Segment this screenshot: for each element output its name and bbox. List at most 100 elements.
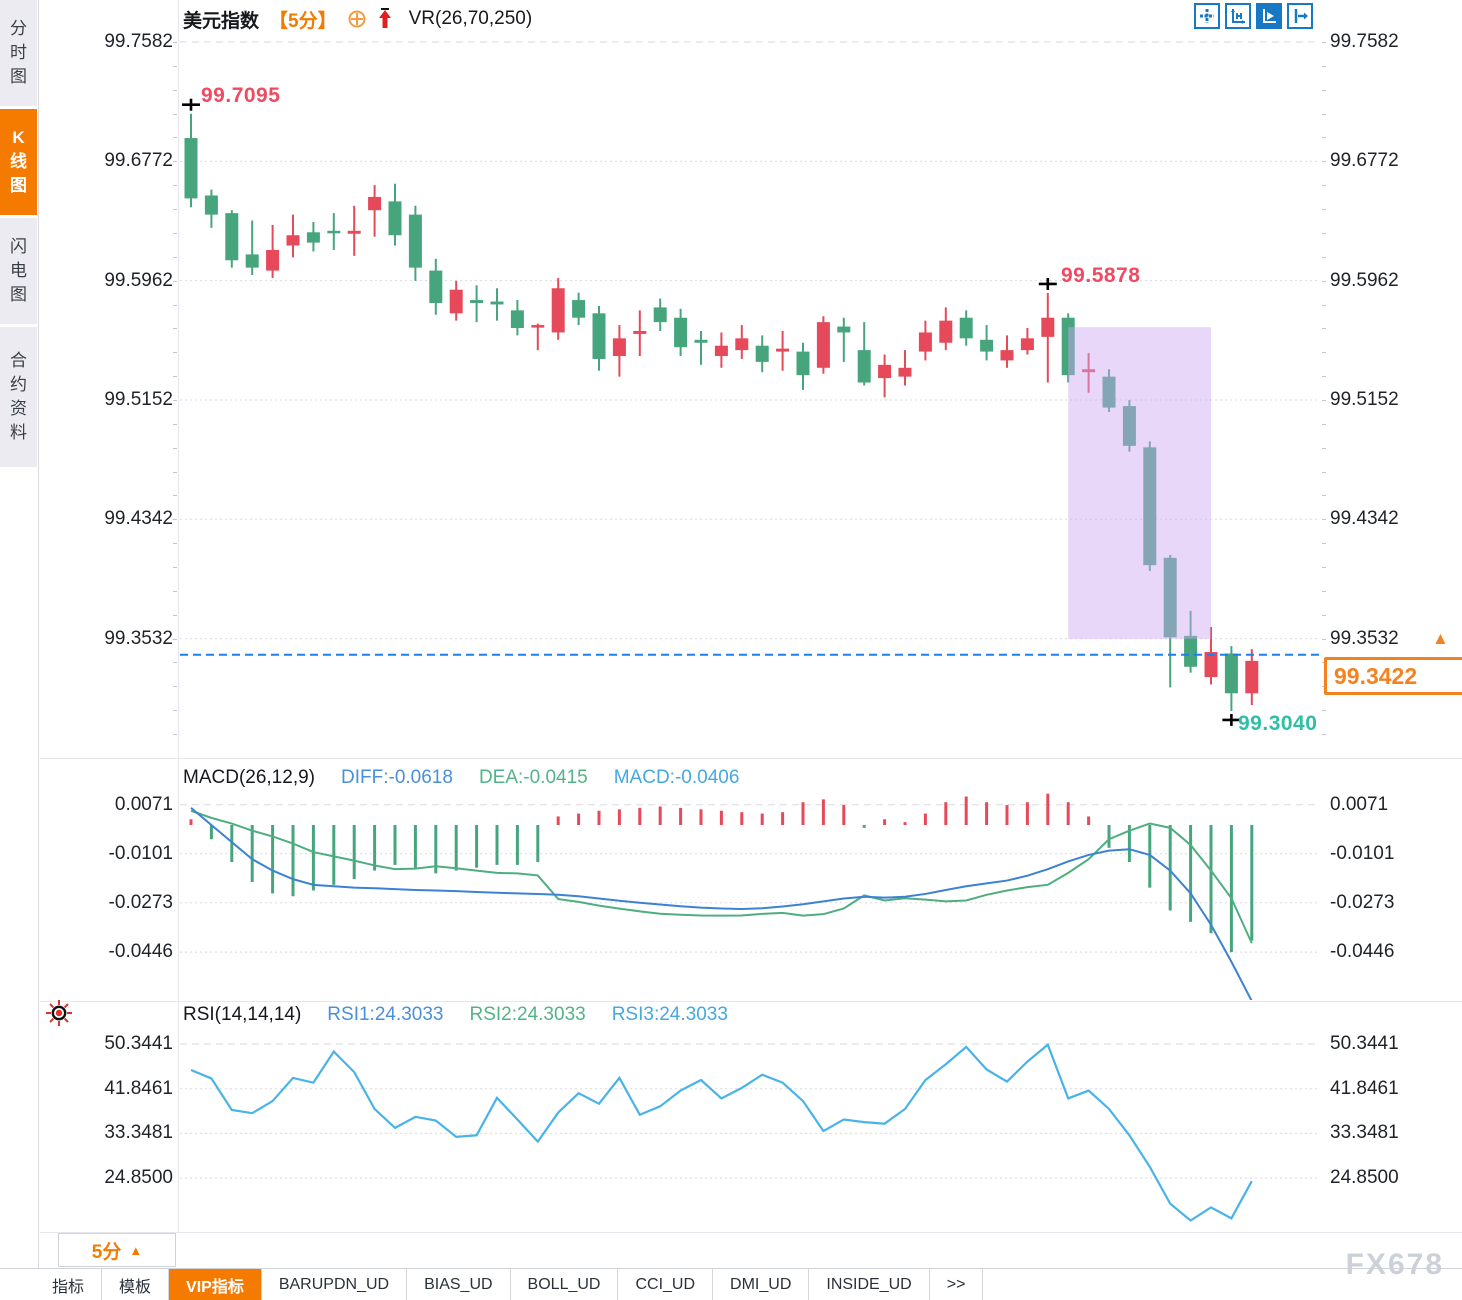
target-add-icon[interactable] [347,9,367,29]
sidebar-item-char: 合 [10,351,27,370]
axis-scale-icon[interactable] [1225,3,1251,29]
minor-tick [1322,615,1326,616]
timeframe-dropdown-icon: ▲ [129,1242,143,1258]
candlestick-chart[interactable] [180,0,1320,758]
sidebar-item-char: 图 [10,176,27,195]
minor-tick [173,472,177,473]
rsi-title: RSI(14,14,14) [183,1004,302,1025]
price-axis-label: 24.8500 [1330,1167,1399,1189]
panel-separator [40,1001,1462,1002]
minor-tick [173,400,177,401]
watermark: FX678 [1345,1248,1444,1281]
minor-tick [173,376,177,377]
price-axis-label: 99.4342 [104,508,173,530]
timeframe-label: 【5分】 [269,10,337,32]
rsi3-value: RSI3:24.3033 [611,1004,728,1025]
export-icon[interactable] [1287,3,1313,29]
axis-play-icon[interactable] [1256,3,1282,29]
tab->>[interactable]: >> [930,1269,984,1300]
tab-BARUPDN_UD[interactable]: BARUPDN_UD [262,1269,408,1300]
chart-title-row: 美元指数 【5分】 VR(26,70,250) [183,6,532,32]
minor-tick [173,686,177,687]
panel-separator [40,758,1462,759]
rsi-chart[interactable] [180,1005,1320,1233]
timeframe-selector[interactable]: 5分 ▲ [58,1233,176,1267]
minor-tick [173,90,177,91]
minor-tick [1322,66,1326,67]
minor-tick [1322,137,1326,138]
macd-chart[interactable] [180,763,1320,1000]
sidebar-item-char: 约 [10,375,27,394]
minor-tick [1322,639,1326,640]
minor-tick [1322,710,1326,711]
low-price-annotation: 99.3040 [1238,712,1318,735]
minor-tick [173,42,177,43]
sidebar-item-char: 时 [10,43,27,62]
price-axis-label: -0.0273 [108,891,173,913]
price-axis-label: -0.0273 [1330,891,1395,913]
price-axis-label: 99.5962 [104,269,173,291]
pan-icon[interactable] [1194,3,1220,29]
price-axis-label: -0.0446 [1330,941,1395,963]
minor-tick [1322,305,1326,306]
tab-INSIDE_UD[interactable]: INSIDE_UD [809,1269,930,1300]
minor-tick [173,424,177,425]
minor-tick [173,567,177,568]
chart-toolbar [1194,3,1313,29]
minor-tick [173,639,177,640]
tab-DMI_UD[interactable]: DMI_UD [713,1269,810,1300]
minor-tick [1322,352,1326,353]
minor-tick [1322,90,1326,91]
price-up-arrow-icon: ▲ [1432,629,1449,648]
tab-BOLL_UD[interactable]: BOLL_UD [511,1269,619,1300]
tab-BIAS_UD[interactable]: BIAS_UD [407,1269,511,1300]
last-price-tag: 99.3422 [1324,657,1462,695]
tab-VIP指标[interactable]: VIP指标 [169,1269,262,1300]
vr-indicator-label: VR(26,70,250) [408,8,533,29]
minor-tick [1322,185,1326,186]
sidebar-item-1[interactable]: 分时图 [0,0,37,106]
minor-tick [1322,161,1326,162]
buy-arrow-icon [377,7,393,31]
price-axis-label: 50.3441 [104,1033,173,1054]
sidebar-item-4[interactable]: 合约资料 [0,327,37,467]
timeframe-value: 5分 [91,1241,122,1263]
sidebar-item-char: 图 [10,285,27,304]
tab-CCI_UD[interactable]: CCI_UD [618,1269,714,1300]
price-axis-label: 99.7582 [104,31,173,52]
price-axis-label: 50.3441 [1330,1033,1399,1054]
price-axis-label: -0.0101 [108,842,173,864]
minor-tick [1322,114,1326,115]
minor-tick [1322,424,1326,425]
tab-指标[interactable]: 指标 [35,1269,103,1300]
minor-tick [1322,734,1326,735]
rsi-header: RSI(14,14,14) RSI1:24.3033 RSI2:24.3033 … [183,1004,728,1026]
minor-tick [173,185,177,186]
tab-模板[interactable]: 模板 [102,1269,170,1300]
high-price-annotation: 99.7095 [201,84,281,107]
price-axis-label: 99.5962 [1330,269,1399,291]
minor-tick [173,615,177,616]
minor-tick [1322,472,1326,473]
minor-tick [1322,328,1326,329]
price-axis-label: 41.8461 [104,1077,173,1099]
price-axis-label: 33.3481 [1330,1122,1399,1144]
sidebar-item-char: 电 [10,261,27,280]
minor-tick [173,519,177,520]
sidebar-item-char: 资 [10,399,27,418]
minor-tick [1322,400,1326,401]
sidebar-item-3[interactable]: 闪电图 [0,218,37,324]
minor-tick [1322,519,1326,520]
minor-tick [173,281,177,282]
price-axis-label: 99.3532 [1330,627,1399,649]
sidebar-item-char: 闪 [10,237,27,256]
plot-left-border [178,0,179,1232]
minor-tick [173,543,177,544]
price-axis-label: 99.5152 [104,388,173,410]
minor-tick [173,209,177,210]
symbol-title: 美元指数 [183,10,260,32]
indicator-settings-icon[interactable] [44,998,74,1028]
macd-macd-value: MACD:-0.0406 [613,767,740,788]
